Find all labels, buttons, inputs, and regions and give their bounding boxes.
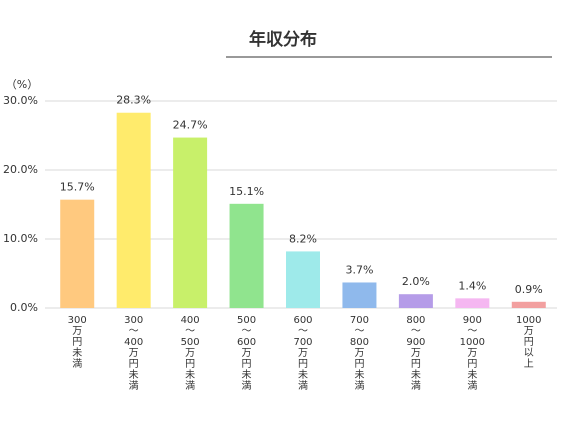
bar bbox=[511, 301, 546, 308]
x-tick-label: 500 ～ 600 万円未満 bbox=[237, 315, 256, 392]
bar bbox=[173, 137, 208, 308]
y-tick-label: 0.0% bbox=[10, 301, 38, 314]
x-tick-label: 700 ～ 800 万円未満 bbox=[350, 315, 369, 392]
bar bbox=[116, 112, 151, 308]
x-tick-label: 900 ～ 1000 万円未満 bbox=[460, 315, 485, 392]
value-label: 0.9% bbox=[515, 283, 543, 296]
bar bbox=[455, 298, 490, 308]
value-label: 3.7% bbox=[345, 263, 373, 276]
x-tick-label: 300 万円未満 bbox=[68, 315, 87, 370]
value-label: 15.1% bbox=[229, 185, 264, 198]
x-tick-label: 600 ～ 700 万円未満 bbox=[293, 315, 312, 392]
chart-title: 年収分布 bbox=[249, 29, 317, 50]
x-tick-label: 400 ～ 500 万円未満 bbox=[181, 315, 200, 392]
value-label: 24.7% bbox=[173, 119, 208, 132]
value-label: 1.4% bbox=[458, 279, 486, 292]
y-tick-label: 20.0% bbox=[3, 163, 38, 176]
y-axis-label: （%） bbox=[6, 78, 38, 91]
bar bbox=[286, 251, 320, 308]
y-tick-label: 30.0% bbox=[3, 94, 38, 107]
bar bbox=[60, 199, 95, 308]
x-tick-label: 1000 万円以上 bbox=[516, 315, 541, 370]
bar bbox=[229, 203, 264, 308]
value-label: 2.0% bbox=[402, 275, 430, 288]
x-tick-label: 300 ～ 400 万円未満 bbox=[124, 315, 143, 392]
value-label: 8.2% bbox=[289, 232, 317, 245]
value-label: 15.7% bbox=[60, 181, 95, 194]
y-tick-label: 10.0% bbox=[3, 232, 38, 245]
x-tick-label: 800 ～ 900 万円未満 bbox=[406, 315, 425, 392]
value-label: 28.3% bbox=[116, 94, 151, 107]
bar bbox=[342, 282, 377, 308]
bar bbox=[398, 294, 433, 308]
